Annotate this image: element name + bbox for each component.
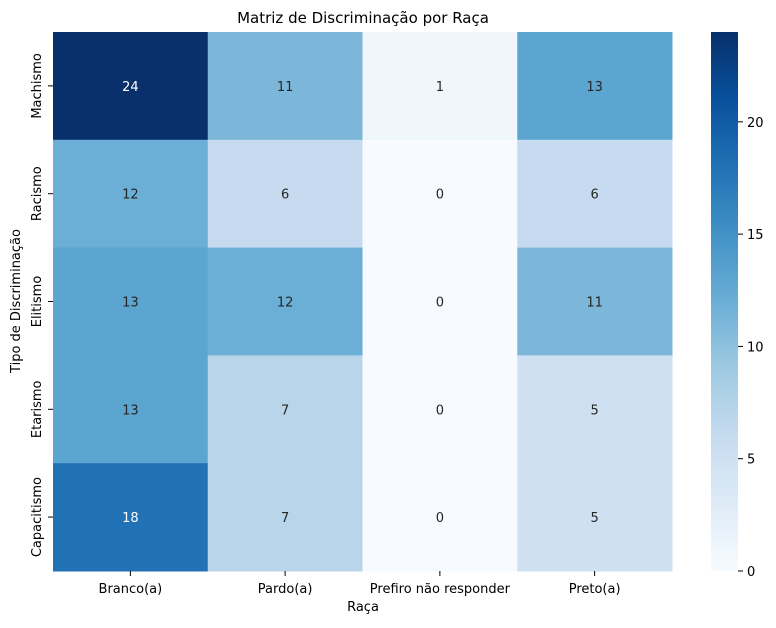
cell-value-label: 5 (590, 511, 598, 526)
heatmap-cell (517, 139, 673, 249)
colorbar: 0 5 10 15 20 (711, 32, 764, 580)
cell-value-label: 5 (590, 403, 598, 418)
chart-title: Matriz de Discriminação por Raça (237, 9, 489, 27)
heatmap-cell (207, 463, 363, 572)
heatmap-cell (207, 32, 363, 141)
cell-value-label: 1 (436, 80, 444, 95)
cell-value-label: 0 (436, 511, 444, 526)
heatmap-cells (53, 32, 673, 572)
x-tick-label: Branco(a) (99, 582, 163, 597)
x-tick-label: Prefiro não responder (370, 582, 511, 597)
x-tick-label: Preto(a) (569, 582, 621, 597)
cell-value-label: 11 (277, 80, 294, 95)
heatmap-cell (207, 139, 363, 249)
cell-value-label: 6 (281, 188, 289, 203)
cell-value-label: 0 (436, 403, 444, 418)
cell-value-label: 0 (436, 296, 444, 311)
y-axis-ticks: Machismo Racismo Elitismo Etarismo Capacitis… (30, 53, 53, 557)
cell-value-label: 13 (122, 296, 139, 311)
heatmap-cell (362, 32, 518, 141)
colorbar-tick-label: 20 (747, 116, 764, 131)
heatmap-cell (362, 247, 518, 356)
colorbar-tick-label: 0 (747, 565, 755, 580)
cell-value-label: 24 (122, 80, 139, 95)
x-axis-ticks: Branco(a) Pardo(a) Prefiro não responder Pr… (99, 571, 621, 597)
heatmap-cell (53, 139, 209, 249)
colorbar-gradient (711, 32, 738, 571)
heatmap-cell (517, 463, 673, 572)
heatmap-cell (362, 355, 518, 464)
y-axis-label: Tipo de Discriminação (9, 229, 24, 374)
heatmap-cell (362, 463, 518, 572)
y-tick-label: Etarismo (30, 380, 45, 438)
heatmap-cell (53, 355, 209, 464)
cell-value-label: 13 (122, 403, 139, 418)
cell-value-label: 13 (586, 80, 603, 95)
heatmap-cell (362, 139, 518, 249)
y-tick-label: Racismo (30, 166, 45, 221)
heatmap-cell (517, 247, 673, 356)
heatmap-cell (53, 247, 209, 356)
cell-value-label: 18 (122, 511, 139, 526)
x-tick-label: Pardo(a) (258, 582, 313, 597)
cell-value-label: 12 (277, 296, 294, 311)
cell-value-label: 7 (281, 403, 289, 418)
y-tick-label: Machismo (30, 53, 45, 119)
heatmap-cell (53, 32, 209, 141)
y-tick-label: Elitismo (30, 276, 45, 328)
heatmap-cell (207, 247, 363, 356)
colorbar-tick-label: 10 (747, 340, 764, 355)
x-axis-label: Raça (347, 600, 379, 615)
cell-value-label: 0 (436, 188, 444, 203)
cell-value-label: 6 (590, 188, 598, 203)
heatmap-cell (53, 463, 209, 572)
cell-value-label: 12 (122, 188, 139, 203)
colorbar-tick-label: 5 (747, 453, 755, 468)
heatmap-cell (517, 355, 673, 464)
heatmap-cell (517, 32, 673, 141)
y-tick-label: Capacitismo (30, 477, 45, 557)
cell-value-label: 11 (586, 296, 603, 311)
colorbar-tick-label: 15 (747, 228, 764, 243)
heatmap-cell (207, 355, 363, 464)
cell-value-label: 7 (281, 511, 289, 526)
